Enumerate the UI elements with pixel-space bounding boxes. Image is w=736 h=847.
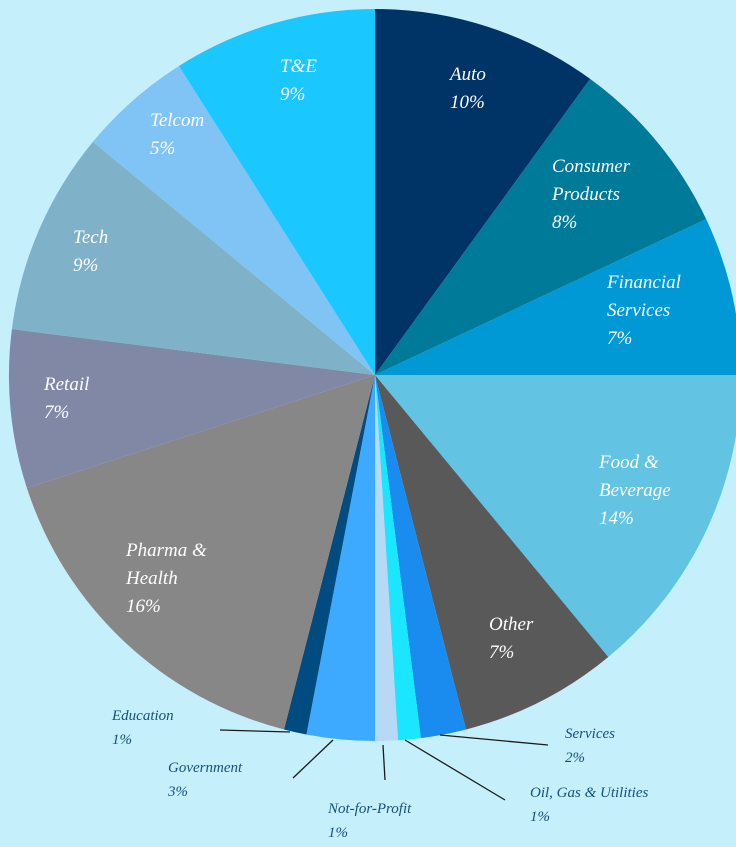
value-label: 8% xyxy=(552,212,577,233)
value-label: 2% xyxy=(565,750,585,766)
slice-label: Not-for-Profit xyxy=(327,801,412,817)
slice xyxy=(375,375,736,658)
slice xyxy=(178,8,375,375)
value-label: 7% xyxy=(44,402,69,423)
slice xyxy=(375,9,591,375)
slice xyxy=(375,375,398,741)
slice-label: Government xyxy=(168,760,243,776)
value-label: 7% xyxy=(489,642,514,663)
slice-label: Financial Services xyxy=(606,272,686,321)
slice-label: Pharma & Health xyxy=(125,540,212,589)
value-label: 1% xyxy=(328,825,348,841)
slice xyxy=(92,65,375,375)
slice-label: Telcom xyxy=(150,110,204,131)
leader-line xyxy=(382,744,386,781)
slice xyxy=(11,141,376,375)
value-label: 9% xyxy=(280,84,305,105)
slice xyxy=(306,375,375,741)
pie xyxy=(9,8,736,741)
slice xyxy=(375,78,707,375)
leader-line xyxy=(292,739,334,779)
leader-line xyxy=(404,739,506,801)
slice-label: Education xyxy=(111,708,174,724)
value-label: 14% xyxy=(599,508,634,529)
value-label: 10% xyxy=(450,92,485,113)
slice-label: Other xyxy=(489,614,534,635)
leader-line xyxy=(439,734,549,746)
value-label: 9% xyxy=(73,255,98,276)
slice-label: Retail xyxy=(43,374,89,395)
slice xyxy=(26,375,375,730)
slice-label: Food & Beverage xyxy=(598,452,671,501)
leader-line xyxy=(219,729,291,733)
slice-label: Oil, Gas & Utilities xyxy=(530,785,649,801)
slice xyxy=(375,375,421,741)
value-label: 1% xyxy=(112,732,132,748)
value-label: 16% xyxy=(126,596,161,617)
slice xyxy=(375,375,609,730)
slice xyxy=(9,329,376,489)
value-label: 5% xyxy=(150,138,175,159)
slice-label: Consumer Products xyxy=(551,156,635,205)
value-label: 3% xyxy=(167,784,188,800)
value-label: 1% xyxy=(530,809,550,825)
labels: Auto 10% Consumer Products 8% Financial Serv… xyxy=(43,56,686,841)
value-label: 7% xyxy=(607,328,632,349)
leader-lines xyxy=(219,729,549,801)
slice-label: Tech xyxy=(73,227,108,248)
slice xyxy=(283,375,375,735)
slice-label: Auto xyxy=(448,64,486,85)
slice xyxy=(375,219,736,375)
slice-label: T&E xyxy=(280,56,317,77)
slice xyxy=(375,375,467,739)
slice-label: Services xyxy=(565,726,615,742)
